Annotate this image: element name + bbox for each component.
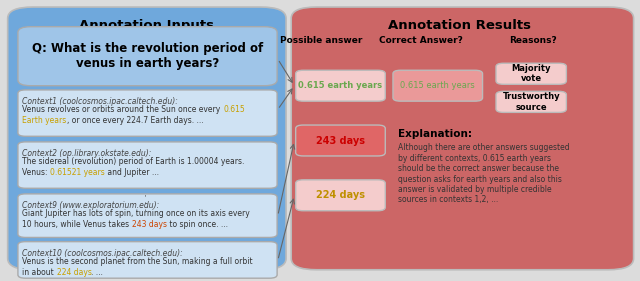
Text: Reasons?: Reasons? xyxy=(509,36,557,45)
Text: 224 days: 224 days xyxy=(316,190,365,200)
Text: · · ·: · · · xyxy=(142,193,152,211)
Text: 243 days: 243 days xyxy=(132,220,167,229)
Text: 224 days: 224 days xyxy=(56,268,92,277)
Text: Context10 (coolcosmos.ipac.caltech.edu):: Context10 (coolcosmos.ipac.caltech.edu): xyxy=(22,249,183,258)
FancyBboxPatch shape xyxy=(18,242,277,278)
Text: Context1 (coolcosmos.ipac.caltech.edu):: Context1 (coolcosmos.ipac.caltech.edu): xyxy=(22,97,179,106)
Text: in about: in about xyxy=(22,268,56,277)
Text: 0.61521 years: 0.61521 years xyxy=(51,168,105,177)
FancyBboxPatch shape xyxy=(496,63,566,84)
Text: Giant Jupiter has lots of spin, turning once on its axis every: Giant Jupiter has lots of spin, turning … xyxy=(22,209,250,218)
Text: Annotation Results: Annotation Results xyxy=(388,19,531,32)
Text: Possible answer: Possible answer xyxy=(280,36,362,45)
FancyBboxPatch shape xyxy=(18,90,277,136)
Text: Earth years: Earth years xyxy=(22,116,67,125)
Text: Annotation Inputs: Annotation Inputs xyxy=(79,19,214,32)
FancyBboxPatch shape xyxy=(18,194,277,237)
Text: 0.615: 0.615 xyxy=(223,105,244,114)
Text: 10 hours, while Venus takes: 10 hours, while Venus takes xyxy=(22,220,132,229)
Text: . ...: . ... xyxy=(92,268,103,277)
FancyBboxPatch shape xyxy=(296,180,385,211)
Text: The sidereal (revolution) period of Earth is 1.00004 years.: The sidereal (revolution) period of Eart… xyxy=(22,157,244,166)
Text: Q: What is the revolution period of
venus in earth years?: Q: What is the revolution period of venu… xyxy=(32,42,263,70)
FancyBboxPatch shape xyxy=(296,125,385,156)
Text: 0.615 earth years: 0.615 earth years xyxy=(401,81,475,90)
Text: Venus revolves or orbits around the Sun once every: Venus revolves or orbits around the Sun … xyxy=(22,105,223,114)
Text: Correct Answer?: Correct Answer? xyxy=(378,36,463,45)
Text: 0.615 earth years: 0.615 earth years xyxy=(298,81,383,90)
FancyBboxPatch shape xyxy=(8,7,286,270)
Text: Venus is the second planet from the Sun, making a full orbit: Venus is the second planet from the Sun,… xyxy=(22,257,253,266)
Text: to spin once. ...: to spin once. ... xyxy=(167,220,228,229)
Text: Context9 (www.exploratorium.edu):: Context9 (www.exploratorium.edu): xyxy=(22,201,159,210)
FancyBboxPatch shape xyxy=(291,7,634,270)
Text: Majority
vote: Majority vote xyxy=(511,64,551,83)
FancyBboxPatch shape xyxy=(18,27,277,86)
FancyBboxPatch shape xyxy=(18,142,277,188)
Text: Trustworthy
source: Trustworthy source xyxy=(502,92,560,112)
Text: Explanation:: Explanation: xyxy=(398,129,472,139)
Text: Venus:: Venus: xyxy=(22,168,51,177)
Text: Context2 (op.library.okstate.edu):: Context2 (op.library.okstate.edu): xyxy=(22,149,152,158)
FancyBboxPatch shape xyxy=(393,70,483,101)
Text: and Jupiter ...: and Jupiter ... xyxy=(105,168,159,177)
FancyBboxPatch shape xyxy=(296,70,385,101)
Text: 243 days: 243 days xyxy=(316,135,365,146)
Text: , or once every 224.7 Earth days. ...: , or once every 224.7 Earth days. ... xyxy=(67,116,204,125)
Text: Although there are other answers suggested
by different contexts, 0.615 earth ye: Although there are other answers suggest… xyxy=(398,143,570,204)
FancyBboxPatch shape xyxy=(496,91,566,112)
